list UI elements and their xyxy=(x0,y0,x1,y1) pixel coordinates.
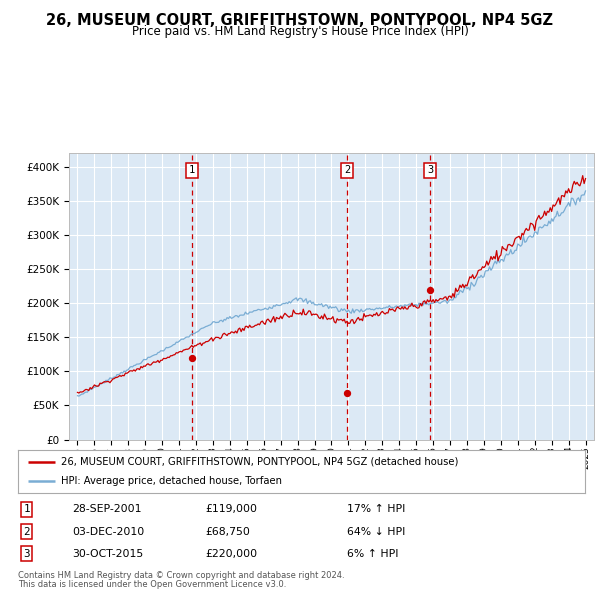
Text: Contains HM Land Registry data © Crown copyright and database right 2024.: Contains HM Land Registry data © Crown c… xyxy=(18,571,344,579)
Text: 03-DEC-2010: 03-DEC-2010 xyxy=(72,527,144,536)
Point xyxy=(342,388,352,398)
Text: 1: 1 xyxy=(23,504,30,514)
Point xyxy=(425,285,435,294)
Text: £220,000: £220,000 xyxy=(205,549,257,559)
Text: 2: 2 xyxy=(344,165,350,175)
Text: 30-OCT-2015: 30-OCT-2015 xyxy=(72,549,143,559)
Text: 17% ↑ HPI: 17% ↑ HPI xyxy=(347,504,405,514)
Text: 3: 3 xyxy=(23,549,30,559)
Text: 3: 3 xyxy=(427,165,433,175)
Text: 1: 1 xyxy=(188,165,195,175)
Text: 64% ↓ HPI: 64% ↓ HPI xyxy=(347,527,405,536)
Text: 6% ↑ HPI: 6% ↑ HPI xyxy=(347,549,398,559)
Text: HPI: Average price, detached house, Torfaen: HPI: Average price, detached house, Torf… xyxy=(61,476,281,486)
Text: 2: 2 xyxy=(23,527,30,536)
Text: 28-SEP-2001: 28-SEP-2001 xyxy=(72,504,142,514)
Text: £68,750: £68,750 xyxy=(205,527,250,536)
Point xyxy=(187,354,197,363)
Text: 26, MUSEUM COURT, GRIFFITHSTOWN, PONTYPOOL, NP4 5GZ (detached house): 26, MUSEUM COURT, GRIFFITHSTOWN, PONTYPO… xyxy=(61,457,458,467)
Text: Price paid vs. HM Land Registry's House Price Index (HPI): Price paid vs. HM Land Registry's House … xyxy=(131,25,469,38)
Text: £119,000: £119,000 xyxy=(205,504,257,514)
Text: 26, MUSEUM COURT, GRIFFITHSTOWN, PONTYPOOL, NP4 5GZ: 26, MUSEUM COURT, GRIFFITHSTOWN, PONTYPO… xyxy=(47,13,554,28)
Text: This data is licensed under the Open Government Licence v3.0.: This data is licensed under the Open Gov… xyxy=(18,580,286,589)
